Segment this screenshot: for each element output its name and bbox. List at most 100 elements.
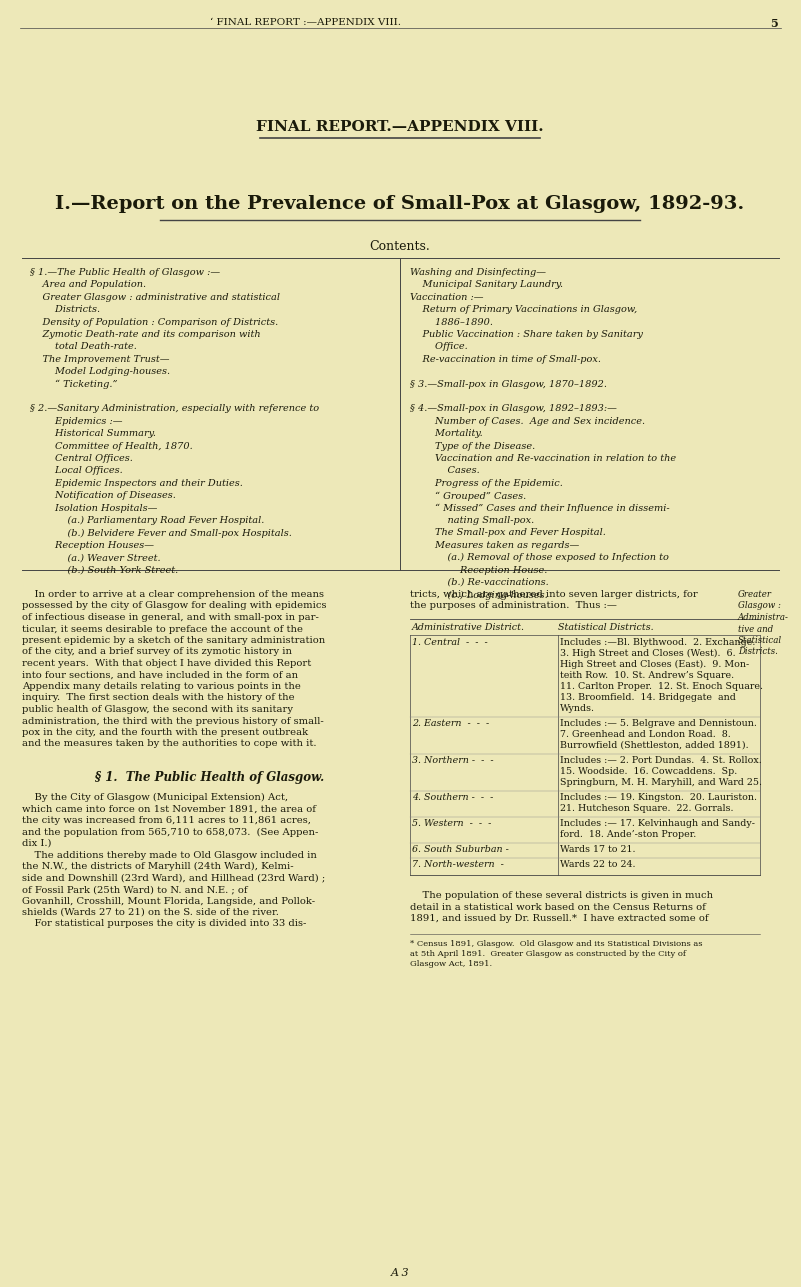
Text: which came into force on 1st November 1891, the area of: which came into force on 1st November 18… bbox=[22, 804, 316, 813]
Text: teith Row.  10. St. Andrew’s Square.: teith Row. 10. St. Andrew’s Square. bbox=[560, 671, 735, 680]
Text: Epidemics :—: Epidemics :— bbox=[30, 417, 123, 426]
Text: Includes :— 2. Port Dundas.  4. St. Rollox.: Includes :— 2. Port Dundas. 4. St. Rollo… bbox=[560, 755, 762, 764]
Text: A 3: A 3 bbox=[391, 1268, 409, 1278]
Text: Contents.: Contents. bbox=[369, 239, 430, 254]
Text: Reception House.: Reception House. bbox=[410, 565, 547, 574]
Text: 15. Woodside.  16. Cowcaddens.  Sp.: 15. Woodside. 16. Cowcaddens. Sp. bbox=[560, 767, 737, 776]
Text: Model Lodging-houses.: Model Lodging-houses. bbox=[30, 367, 170, 376]
Text: Glasgow Act, 1891.: Glasgow Act, 1891. bbox=[410, 960, 492, 969]
Text: Municipal Sanitary Laundry.: Municipal Sanitary Laundry. bbox=[410, 281, 563, 290]
Text: at 5th April 1891.  Greater Glasgow as constructed by the City of: at 5th April 1891. Greater Glasgow as co… bbox=[410, 950, 686, 958]
Text: 7. North-western  -: 7. North-western - bbox=[412, 860, 504, 869]
Text: The Small-pox and Fever Hospital.: The Small-pox and Fever Hospital. bbox=[410, 529, 606, 538]
Text: Greater Glasgow : administrative and statistical: Greater Glasgow : administrative and sta… bbox=[30, 293, 280, 301]
Text: pox in the city, and the fourth with the present outbreak: pox in the city, and the fourth with the… bbox=[22, 728, 308, 737]
Text: Greater: Greater bbox=[738, 589, 772, 598]
Text: 1. Central  -  -  -: 1. Central - - - bbox=[412, 638, 488, 647]
Text: Statistical: Statistical bbox=[738, 636, 782, 645]
Text: Wards 17 to 21.: Wards 17 to 21. bbox=[560, 846, 635, 855]
Text: the N.W., the districts of Maryhill (24th Ward), Kelmi-: the N.W., the districts of Maryhill (24t… bbox=[22, 862, 294, 871]
Text: and the population from 565,710 to 658,073.  (See Appen-: and the population from 565,710 to 658,0… bbox=[22, 828, 318, 837]
Text: Area and Population.: Area and Population. bbox=[30, 281, 146, 290]
Text: “ Missed” Cases and their Influence in dissemi-: “ Missed” Cases and their Influence in d… bbox=[410, 503, 670, 514]
Text: Epidemic Inspectors and their Duties.: Epidemic Inspectors and their Duties. bbox=[30, 479, 243, 488]
Text: Reception Houses—: Reception Houses— bbox=[30, 541, 154, 550]
Text: Wynds.: Wynds. bbox=[560, 704, 595, 713]
Text: § 4.—Small-pox in Glasgow, 1892–1893:—: § 4.—Small-pox in Glasgow, 1892–1893:— bbox=[410, 404, 617, 413]
Text: Density of Population : Comparison of Districts.: Density of Population : Comparison of Di… bbox=[30, 318, 278, 327]
Text: Springburn, M. H. Maryhill, and Ward 25.: Springburn, M. H. Maryhill, and Ward 25. bbox=[560, 779, 762, 786]
Text: recent years.  With that object I have divided this Report: recent years. With that object I have di… bbox=[22, 659, 312, 668]
Text: of the city, and a brief survey of its zymotic history in: of the city, and a brief survey of its z… bbox=[22, 647, 292, 656]
Text: 5. Western  -  -  -: 5. Western - - - bbox=[412, 819, 491, 828]
Text: (a.) Removal of those exposed to Infection to: (a.) Removal of those exposed to Infecti… bbox=[410, 553, 669, 562]
Text: Central Offices.: Central Offices. bbox=[30, 454, 133, 463]
Text: For statistical purposes the city is divided into 33 dis-: For statistical purposes the city is div… bbox=[22, 919, 306, 928]
Text: 7. Greenhead and London Road.  8.: 7. Greenhead and London Road. 8. bbox=[560, 730, 731, 739]
Text: 21. Hutcheson Square.  22. Gorrals.: 21. Hutcheson Square. 22. Gorrals. bbox=[560, 804, 734, 813]
Text: 1886–1890.: 1886–1890. bbox=[410, 318, 493, 327]
Text: Isolation Hospitals—: Isolation Hospitals— bbox=[30, 503, 157, 512]
Text: § 2.—Sanitary Administration, especially with reference to: § 2.—Sanitary Administration, especially… bbox=[30, 404, 319, 413]
Text: Administra-: Administra- bbox=[738, 613, 789, 622]
Text: 3. Northern -  -  -: 3. Northern - - - bbox=[412, 755, 493, 764]
Text: Burrowfield (Shettleston, added 1891).: Burrowfield (Shettleston, added 1891). bbox=[560, 741, 749, 750]
Text: (b.) Belvidere Fever and Small-pox Hospitals.: (b.) Belvidere Fever and Small-pox Hospi… bbox=[30, 529, 292, 538]
Text: Local Offices.: Local Offices. bbox=[30, 466, 123, 475]
Text: the city was increased from 6,111 acres to 11,861 acres,: the city was increased from 6,111 acres … bbox=[22, 816, 311, 825]
Text: 4. Southern -  -  -: 4. Southern - - - bbox=[412, 793, 493, 802]
Text: The population of these several districts is given in much: The population of these several district… bbox=[410, 891, 713, 900]
Text: Govanhill, Crosshill, Mount Florida, Langside, and Pollok-: Govanhill, Crosshill, Mount Florida, Lan… bbox=[22, 897, 315, 906]
Text: shields (Wards 27 to 21) on the S. side of the river.: shields (Wards 27 to 21) on the S. side … bbox=[22, 909, 279, 918]
Text: (c.) Lodging-houses.: (c.) Lodging-houses. bbox=[410, 591, 548, 600]
Text: Notification of Diseases.: Notification of Diseases. bbox=[30, 492, 176, 501]
Text: Includes :— 17. Kelvinhaugh and Sandy-: Includes :— 17. Kelvinhaugh and Sandy- bbox=[560, 819, 755, 828]
Text: 5: 5 bbox=[771, 18, 778, 30]
Text: Office.: Office. bbox=[410, 342, 468, 351]
Text: § 3.—Small-pox in Glasgow, 1870–1892.: § 3.—Small-pox in Glasgow, 1870–1892. bbox=[410, 380, 607, 389]
Text: ‘ FINAL REPORT :—APPENDIX VIII.: ‘ FINAL REPORT :—APPENDIX VIII. bbox=[210, 18, 401, 27]
Text: administration, the third with the previous history of small-: administration, the third with the previ… bbox=[22, 717, 324, 726]
Text: ticular, it seems desirable to preface the account of the: ticular, it seems desirable to preface t… bbox=[22, 624, 303, 633]
Text: public health of Glasgow, the second with its sanitary: public health of Glasgow, the second wit… bbox=[22, 705, 293, 714]
Text: Wards 22 to 24.: Wards 22 to 24. bbox=[560, 860, 635, 869]
Text: Vaccination :—: Vaccination :— bbox=[410, 293, 484, 301]
Text: 11. Carlton Proper.  12. St. Enoch Square.: 11. Carlton Proper. 12. St. Enoch Square… bbox=[560, 682, 763, 691]
Text: 13. Broomfield.  14. Bridgegate  and: 13. Broomfield. 14. Bridgegate and bbox=[560, 692, 736, 701]
Text: * Census 1891, Glasgow.  Old Glasgow and its Statistical Divisions as: * Census 1891, Glasgow. Old Glasgow and … bbox=[410, 940, 702, 947]
Text: dix I.): dix I.) bbox=[22, 839, 51, 848]
Text: Number of Cases.  Age and Sex incidence.: Number of Cases. Age and Sex incidence. bbox=[410, 417, 645, 426]
Text: 2. Eastern  -  -  -: 2. Eastern - - - bbox=[412, 719, 489, 728]
Text: tive and: tive and bbox=[738, 624, 773, 633]
Text: Mortality.: Mortality. bbox=[410, 429, 483, 438]
Text: nating Small-pox.: nating Small-pox. bbox=[410, 516, 534, 525]
Text: (b.) South York Street.: (b.) South York Street. bbox=[30, 565, 179, 574]
Text: Cases.: Cases. bbox=[410, 466, 480, 475]
Text: 3. High Street and Closes (West).  6.: 3. High Street and Closes (West). 6. bbox=[560, 649, 735, 658]
Text: tricts, which are gathered into seven larger districts, for: tricts, which are gathered into seven la… bbox=[410, 589, 698, 598]
Text: (b.) Re-vaccinations.: (b.) Re-vaccinations. bbox=[410, 578, 549, 587]
Text: and the measures taken by the authorities to cope with it.: and the measures taken by the authoritie… bbox=[22, 740, 316, 749]
Text: Statistical Districts.: Statistical Districts. bbox=[558, 623, 654, 632]
Text: FINAL REPORT.—APPENDIX VIII.: FINAL REPORT.—APPENDIX VIII. bbox=[256, 120, 544, 134]
Text: Committee of Health, 1870.: Committee of Health, 1870. bbox=[30, 441, 193, 450]
Text: I.—Report on the Prevalence of Small-Pox at Glasgow, 1892-93.: I.—Report on the Prevalence of Small-Pox… bbox=[55, 196, 745, 214]
Text: the purposes of administration.  Thus :—: the purposes of administration. Thus :— bbox=[410, 601, 617, 610]
Text: Historical Summary.: Historical Summary. bbox=[30, 429, 156, 438]
Text: Progress of the Epidemic.: Progress of the Epidemic. bbox=[410, 479, 563, 488]
Text: Includes :— 19. Kingston.  20. Lauriston.: Includes :— 19. Kingston. 20. Lauriston. bbox=[560, 793, 757, 802]
Text: Includes :—Bl. Blythwood.  2. Exchange.: Includes :—Bl. Blythwood. 2. Exchange. bbox=[560, 638, 755, 647]
Text: Washing and Disinfecting—: Washing and Disinfecting— bbox=[410, 268, 546, 277]
Text: The additions thereby made to Old Glasgow included in: The additions thereby made to Old Glasgo… bbox=[22, 851, 317, 860]
Text: side and Downshill (23rd Ward), and Hillhead (23rd Ward) ;: side and Downshill (23rd Ward), and Hill… bbox=[22, 874, 325, 883]
Text: present epidemic by a sketch of the sanitary administration: present epidemic by a sketch of the sani… bbox=[22, 636, 325, 645]
Text: Districts.: Districts. bbox=[30, 305, 100, 314]
Text: detail in a statistical work based on the Census Returns of: detail in a statistical work based on th… bbox=[410, 902, 706, 911]
Text: 6. South Suburban -: 6. South Suburban - bbox=[412, 846, 509, 855]
Text: In order to arrive at a clear comprehension of the means: In order to arrive at a clear comprehens… bbox=[22, 589, 324, 598]
Text: of Fossil Park (25th Ward) to N. and N.E. ; of: of Fossil Park (25th Ward) to N. and N.E… bbox=[22, 885, 248, 894]
Text: High Street and Closes (East).  9. Mon-: High Street and Closes (East). 9. Mon- bbox=[560, 660, 749, 669]
Text: § 1.—The Public Health of Glasgow :—: § 1.—The Public Health of Glasgow :— bbox=[30, 268, 220, 277]
Text: Return of Primary Vaccinations in Glasgow,: Return of Primary Vaccinations in Glasgo… bbox=[410, 305, 638, 314]
Text: Includes :— 5. Belgrave and Dennistoun.: Includes :— 5. Belgrave and Dennistoun. bbox=[560, 719, 757, 728]
